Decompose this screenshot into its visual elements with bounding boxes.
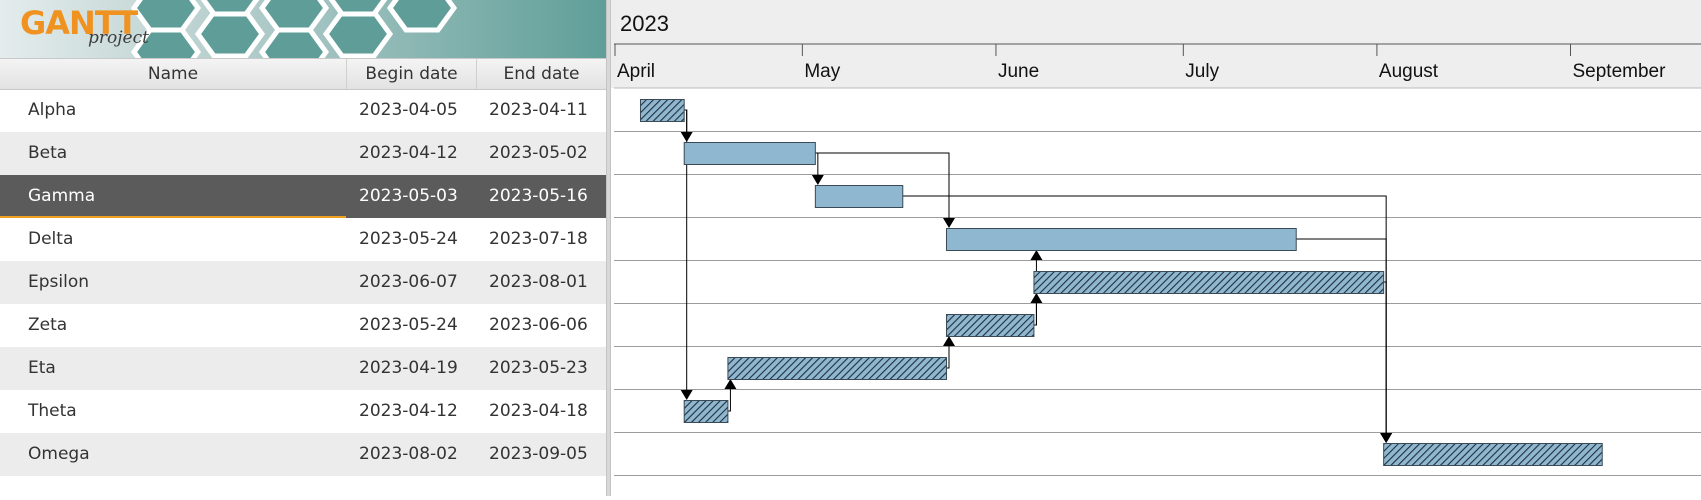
task-end-date: 2023-06-06 xyxy=(489,315,588,335)
dependency-arrowhead xyxy=(1030,250,1043,260)
task-name: Delta xyxy=(28,229,74,249)
task-begin-date: 2023-05-24 xyxy=(359,315,458,335)
task-bar-theta[interactable] xyxy=(683,400,729,423)
dependency-line xyxy=(814,152,950,219)
month-label: July xyxy=(1185,61,1219,82)
table-row[interactable]: Beta 2023-04-12 2023-05-02 xyxy=(0,132,606,175)
gantt-chart-canvas: 2023 April May June July August September xyxy=(611,0,1701,476)
logo-word: GANTT xyxy=(20,4,138,42)
dependency-line xyxy=(1383,281,1387,434)
task-begin-date: 2023-04-12 xyxy=(359,401,458,421)
task-name: Alpha xyxy=(28,100,77,120)
task-bar-alpha[interactable] xyxy=(639,99,685,122)
task-bar-delta[interactable] xyxy=(945,228,1297,251)
task-name: Gamma xyxy=(28,186,96,206)
task-name: Beta xyxy=(28,143,68,163)
month-label: August xyxy=(1379,61,1439,82)
task-end-date: 2023-09-05 xyxy=(489,444,588,464)
dependency-arrowhead xyxy=(1030,293,1043,303)
hexagon-pattern xyxy=(0,0,608,58)
month-label: April xyxy=(617,61,655,82)
ganttproject-logo: GANTT project xyxy=(0,0,608,58)
month-label: May xyxy=(804,61,840,82)
task-bar-beta[interactable] xyxy=(683,142,816,165)
task-end-date: 2023-07-18 xyxy=(489,229,588,249)
task-begin-date: 2023-05-03 xyxy=(359,186,458,206)
column-header-end-date[interactable]: End date xyxy=(503,64,580,84)
task-end-date: 2023-05-16 xyxy=(489,186,588,206)
task-bar-omega[interactable] xyxy=(1383,443,1603,466)
task-name: Epsilon xyxy=(28,272,90,292)
table-row-selected[interactable]: Gamma 2023-05-03 2023-05-16 xyxy=(0,175,606,218)
task-name: Eta xyxy=(28,358,56,378)
table-row[interactable]: Zeta 2023-05-24 2023-06-06 xyxy=(0,304,606,347)
task-bar-gamma[interactable] xyxy=(814,185,904,208)
task-end-date: 2023-05-23 xyxy=(489,358,588,378)
task-begin-date: 2023-04-19 xyxy=(359,358,458,378)
table-row[interactable]: Theta 2023-04-12 2023-04-18 xyxy=(0,390,606,433)
column-header-name[interactable]: Name xyxy=(0,59,347,89)
task-name: Theta xyxy=(28,401,77,421)
task-bar-epsilon[interactable] xyxy=(1033,271,1385,294)
task-begin-date: 2023-04-12 xyxy=(359,143,458,163)
dependency-line xyxy=(945,345,950,369)
table-row[interactable]: Alpha 2023-04-05 2023-04-11 xyxy=(0,89,606,132)
table-header: Name Begin date End date xyxy=(0,58,606,90)
selection-underline xyxy=(0,216,346,218)
task-name: Zeta xyxy=(28,315,68,335)
dependency-arrowhead xyxy=(942,336,955,346)
split-pane-divider[interactable] xyxy=(606,0,611,496)
logo-subtitle: project xyxy=(88,28,149,48)
month-label: September xyxy=(1573,61,1667,82)
task-begin-date: 2023-04-05 xyxy=(359,100,458,120)
year-label: 2023 xyxy=(620,11,669,36)
task-end-date: 2023-04-18 xyxy=(489,401,588,421)
dependency-arrowhead xyxy=(811,175,824,185)
month-label: June xyxy=(998,61,1039,82)
task-begin-date: 2023-06-07 xyxy=(359,272,458,292)
task-end-date: 2023-08-01 xyxy=(489,272,588,292)
task-end-date: 2023-05-02 xyxy=(489,143,588,163)
dependency-arrowhead xyxy=(680,390,693,400)
dependency-arrowhead xyxy=(1380,433,1393,443)
dependency-arrowhead xyxy=(724,379,737,389)
task-end-date: 2023-04-11 xyxy=(489,100,588,120)
dependency-line xyxy=(683,109,688,391)
dependency-line xyxy=(1295,238,1387,434)
table-row[interactable]: Delta 2023-05-24 2023-07-18 xyxy=(0,218,606,261)
task-name: Omega xyxy=(28,444,90,464)
column-header-begin-date[interactable]: Begin date xyxy=(347,59,477,89)
dependency-line xyxy=(727,388,731,412)
task-begin-date: 2023-08-02 xyxy=(359,444,458,464)
task-table: GANTT project Name Begin date End date A… xyxy=(0,0,608,496)
task-bar-zeta[interactable] xyxy=(945,314,1035,337)
gantt-chart-area[interactable]: 2023 April May June July August September xyxy=(611,0,1701,496)
dependency-line xyxy=(1033,302,1037,326)
task-bar-eta[interactable] xyxy=(727,357,947,380)
table-row[interactable]: Omega 2023-08-02 2023-09-05 xyxy=(0,433,606,476)
dependency-arrowhead xyxy=(942,218,955,228)
task-begin-date: 2023-05-24 xyxy=(359,229,458,249)
table-row[interactable]: Eta 2023-04-19 2023-05-23 xyxy=(0,347,606,390)
table-row[interactable]: Epsilon 2023-06-07 2023-08-01 xyxy=(0,261,606,304)
